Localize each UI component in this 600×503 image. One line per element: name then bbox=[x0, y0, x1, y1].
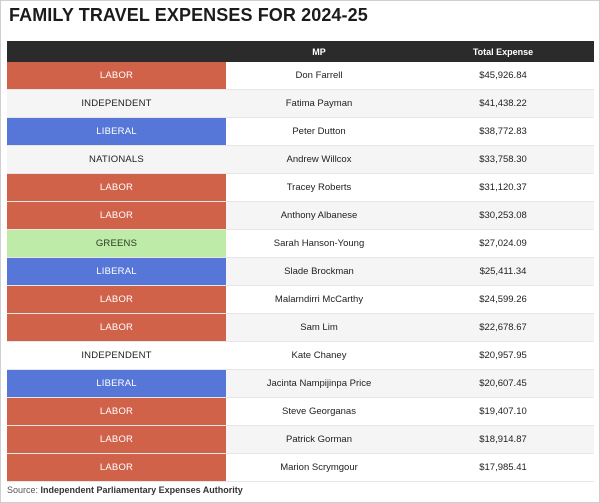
expense-cell: $41,438.22 bbox=[412, 89, 594, 118]
table-header-row: MP Total Expense bbox=[7, 41, 594, 62]
expense-cell: $27,024.09 bbox=[412, 229, 594, 258]
expense-cell: $24,599.26 bbox=[412, 285, 594, 314]
mp-cell: Jacinta Nampijinpa Price bbox=[226, 369, 412, 398]
header-mp: MP bbox=[226, 41, 412, 62]
mp-cell: Patrick Gorman bbox=[226, 425, 412, 454]
mp-cell: Fatima Payman bbox=[226, 89, 412, 118]
expense-cell: $31,120.37 bbox=[412, 173, 594, 202]
mp-cell: Steve Georganas bbox=[226, 397, 412, 426]
source-text: Independent Parliamentary Expenses Autho… bbox=[40, 485, 243, 495]
table-row: LIBERAL Peter Dutton $38,772.83 bbox=[7, 117, 594, 146]
party-cell: LABOR bbox=[7, 62, 226, 90]
mp-cell: Sarah Hanson-Young bbox=[226, 229, 412, 258]
table-row: LABOR Marion Scrymgour $17,985.41 bbox=[7, 453, 594, 482]
mp-cell: Marion Scrymgour bbox=[226, 453, 412, 482]
table-row: LABOR Malarndirri McCarthy $24,599.26 bbox=[7, 285, 594, 314]
mp-cell: Andrew Willcox bbox=[226, 145, 412, 174]
party-cell: LABOR bbox=[7, 285, 226, 314]
table-row: LABOR Anthony Albanese $30,253.08 bbox=[7, 201, 594, 230]
mp-cell: Peter Dutton bbox=[226, 117, 412, 146]
party-cell: NATIONALS bbox=[7, 145, 226, 174]
party-cell: LABOR bbox=[7, 453, 226, 482]
source-note: Source: Independent Parliamentary Expens… bbox=[7, 485, 243, 495]
table-row: NATIONALS Andrew Willcox $33,758.30 bbox=[7, 145, 594, 174]
party-cell: LIBERAL bbox=[7, 117, 226, 146]
mp-cell: Tracey Roberts bbox=[226, 173, 412, 202]
expense-cell: $33,758.30 bbox=[412, 145, 594, 174]
mp-cell: Don Farrell bbox=[226, 62, 412, 90]
table-row: LIBERAL Slade Brockman $25,411.34 bbox=[7, 257, 594, 286]
expense-cell: $18,914.87 bbox=[412, 425, 594, 454]
party-cell: LIBERAL bbox=[7, 257, 226, 286]
expense-cell: $20,957.95 bbox=[412, 341, 594, 370]
source-label: Source: bbox=[7, 485, 39, 495]
expense-cell: $38,772.83 bbox=[412, 117, 594, 146]
expense-cell: $25,411.34 bbox=[412, 257, 594, 286]
party-cell: INDEPENDENT bbox=[7, 89, 226, 118]
table-row: LABOR Don Farrell $45,926.84 bbox=[7, 62, 594, 90]
party-cell: LABOR bbox=[7, 173, 226, 202]
header-total-expense: Total Expense bbox=[412, 41, 594, 62]
party-cell: LABOR bbox=[7, 425, 226, 454]
expense-cell: $20,607.45 bbox=[412, 369, 594, 398]
mp-cell: Sam Lim bbox=[226, 313, 412, 342]
mp-cell: Slade Brockman bbox=[226, 257, 412, 286]
expense-cell: $30,253.08 bbox=[412, 201, 594, 230]
table-row: LABOR Patrick Gorman $18,914.87 bbox=[7, 425, 594, 454]
table-row: LABOR Tracey Roberts $31,120.37 bbox=[7, 173, 594, 202]
expense-cell: $17,985.41 bbox=[412, 453, 594, 482]
mp-cell: Kate Chaney bbox=[226, 341, 412, 370]
party-cell: LIBERAL bbox=[7, 369, 226, 398]
expenses-table: MP Total Expense LABOR Don Farrell $45,926… bbox=[7, 41, 594, 482]
table-row: GREENS Sarah Hanson-Young $27,024.09 bbox=[7, 229, 594, 258]
header-party bbox=[7, 41, 226, 62]
table-row: INDEPENDENT Kate Chaney $20,957.95 bbox=[7, 341, 594, 370]
party-cell: LABOR bbox=[7, 397, 226, 426]
expense-cell: $45,926.84 bbox=[412, 62, 594, 90]
party-cell: GREENS bbox=[7, 229, 226, 258]
table-row: LIBERAL Jacinta Nampijinpa Price $20,607.4… bbox=[7, 369, 594, 398]
expense-cell: $22,678.67 bbox=[412, 313, 594, 342]
expense-cell: $19,407.10 bbox=[412, 397, 594, 426]
party-cell: LABOR bbox=[7, 313, 226, 342]
mp-cell: Anthony Albanese bbox=[226, 201, 412, 230]
table-row: LABOR Steve Georganas $19,407.10 bbox=[7, 397, 594, 426]
table-row: INDEPENDENT Fatima Payman $41,438.22 bbox=[7, 89, 594, 118]
table-row: LABOR Sam Lim $22,678.67 bbox=[7, 313, 594, 342]
page-title: FAMILY TRAVEL EXPENSES FOR 2024-25 bbox=[9, 5, 368, 25]
table-body: LABOR Don Farrell $45,926.84 INDEPENDENT Fat… bbox=[7, 62, 594, 482]
party-cell: INDEPENDENT bbox=[7, 341, 226, 370]
mp-cell: Malarndirri McCarthy bbox=[226, 285, 412, 314]
party-cell: LABOR bbox=[7, 201, 226, 230]
